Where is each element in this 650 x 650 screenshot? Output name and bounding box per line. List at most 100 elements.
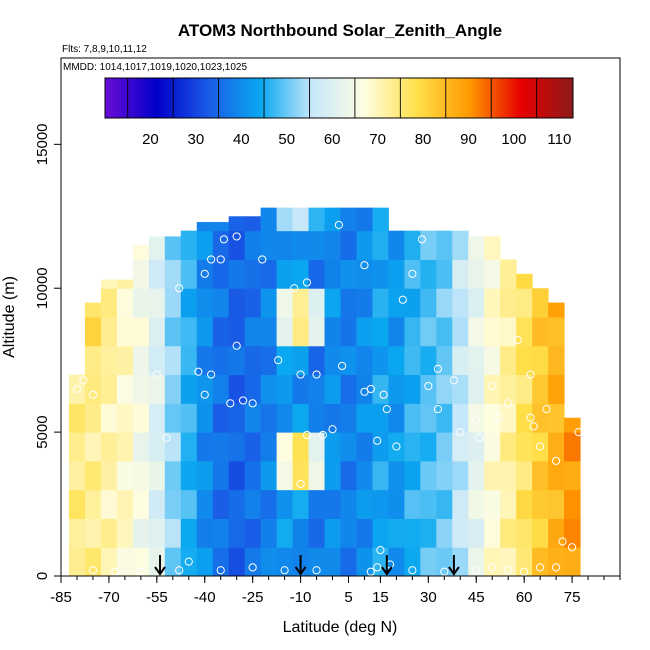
heatmap-cell xyxy=(420,432,437,462)
heatmap-cell xyxy=(452,374,469,404)
heatmap-cell xyxy=(116,460,134,491)
heatmap-cell xyxy=(388,518,405,548)
heatmap-cell xyxy=(180,374,198,404)
arrow-head xyxy=(448,566,460,576)
heatmap-cell xyxy=(436,259,453,289)
heatmap-cell xyxy=(468,259,485,289)
heatmap-cell xyxy=(388,230,405,260)
heatmap-cell xyxy=(404,345,421,376)
heatmap-cell xyxy=(292,374,310,404)
heatmap-cell xyxy=(388,345,405,376)
heatmap-cell xyxy=(244,317,262,347)
heatmap-cell xyxy=(228,317,246,347)
arrow-marker xyxy=(448,555,460,576)
heatmap-cell xyxy=(372,230,389,260)
sample-point xyxy=(472,566,481,575)
heatmap-cell xyxy=(500,259,517,289)
sample-point xyxy=(312,370,321,379)
heatmap-cell xyxy=(548,403,565,433)
dates-note: MMDD: 1014,1017,1019,1020,1023,1025 xyxy=(63,62,247,73)
heatmap-cell xyxy=(308,547,326,576)
y-tick-label: 0 xyxy=(34,572,51,580)
heatmap-cell xyxy=(196,374,214,404)
heatmap-cell xyxy=(68,547,86,576)
heatmap-cell xyxy=(180,230,198,260)
heatmap-cell xyxy=(164,518,182,548)
heatmap-cell xyxy=(324,230,341,260)
heatmap-cell xyxy=(436,518,453,548)
heatmap-cell xyxy=(340,518,357,548)
heatmap-cell xyxy=(196,222,214,232)
heatmap-cell xyxy=(436,489,453,519)
heatmap-cell xyxy=(292,518,310,548)
heatmap-cell xyxy=(532,489,549,519)
sample-point xyxy=(488,563,497,572)
heatmap-cell xyxy=(484,518,501,548)
heatmap-cell xyxy=(84,317,102,347)
heatmap-cell xyxy=(260,518,278,548)
heatmap-cell xyxy=(180,288,198,318)
colorbar-tick-label: 60 xyxy=(324,131,341,148)
heatmap-cell xyxy=(324,288,341,318)
heatmap-cell xyxy=(308,207,326,232)
heatmap-cell xyxy=(420,288,437,318)
heatmap-cell xyxy=(308,460,326,491)
heatmap-cell xyxy=(228,432,246,462)
heatmap-cell xyxy=(228,403,246,433)
heatmap-cell xyxy=(372,317,389,347)
heatmap-cell xyxy=(228,547,246,576)
arrow-marker xyxy=(294,555,307,576)
heatmap-cell xyxy=(164,403,182,433)
heatmap-cell xyxy=(404,547,421,576)
heatmap-cell xyxy=(436,288,453,318)
heatmap-cell xyxy=(212,317,230,347)
heatmap-cell xyxy=(132,374,150,404)
sample-point xyxy=(194,367,203,376)
heatmap-cell xyxy=(356,230,373,260)
sample-point xyxy=(472,416,481,425)
sample-point xyxy=(382,404,391,414)
heatmap-cell xyxy=(228,374,246,404)
sample-point xyxy=(526,413,535,422)
heatmap-cell xyxy=(180,317,198,347)
heatmap-cell xyxy=(276,317,294,347)
heatmap-cell xyxy=(484,547,501,576)
heatmap-cell xyxy=(548,374,565,404)
heatmap-cell xyxy=(244,374,262,404)
heatmap-cell xyxy=(164,317,182,347)
heatmap-cell xyxy=(340,489,357,519)
heatmap-cell xyxy=(68,432,86,462)
heatmap-cell xyxy=(420,403,437,433)
heatmap-cell xyxy=(260,345,278,376)
heatmap-cell xyxy=(100,345,118,376)
heatmap-cell xyxy=(244,403,262,433)
sample-point xyxy=(392,442,401,451)
y-tick-label: 15000 xyxy=(34,123,51,165)
heatmap-cell xyxy=(260,317,278,347)
heatmap-cell xyxy=(212,259,230,289)
sample-point xyxy=(488,381,497,391)
heatmap-cell xyxy=(196,489,214,519)
heatmap-cell xyxy=(180,403,198,433)
x-axis: -85 -70 -55 -40 -25 -10 5 15 30 45 60 75 xyxy=(50,576,621,606)
heatmap-cell xyxy=(388,403,405,433)
heatmap-cell xyxy=(324,489,341,519)
heatmap-cell xyxy=(308,288,326,318)
heatmap-cell xyxy=(116,518,134,548)
x-tick-label: 30 xyxy=(420,589,437,606)
heatmap-cell xyxy=(84,432,102,462)
heatmap-cell xyxy=(356,432,373,462)
sample-point xyxy=(280,566,289,575)
heatmap-cell xyxy=(452,460,469,491)
heatmap-cell xyxy=(436,374,453,404)
sample-point xyxy=(162,433,171,442)
sample-point xyxy=(296,479,305,489)
heatmap-cell xyxy=(132,403,150,433)
sample-point xyxy=(379,390,388,399)
heatmap-cell xyxy=(420,489,437,519)
heatmap-cell xyxy=(532,288,549,318)
heatmap-cell xyxy=(404,460,421,491)
sample-point xyxy=(408,269,417,278)
heatmap-cell xyxy=(260,374,278,404)
heatmap-cell xyxy=(532,460,549,491)
